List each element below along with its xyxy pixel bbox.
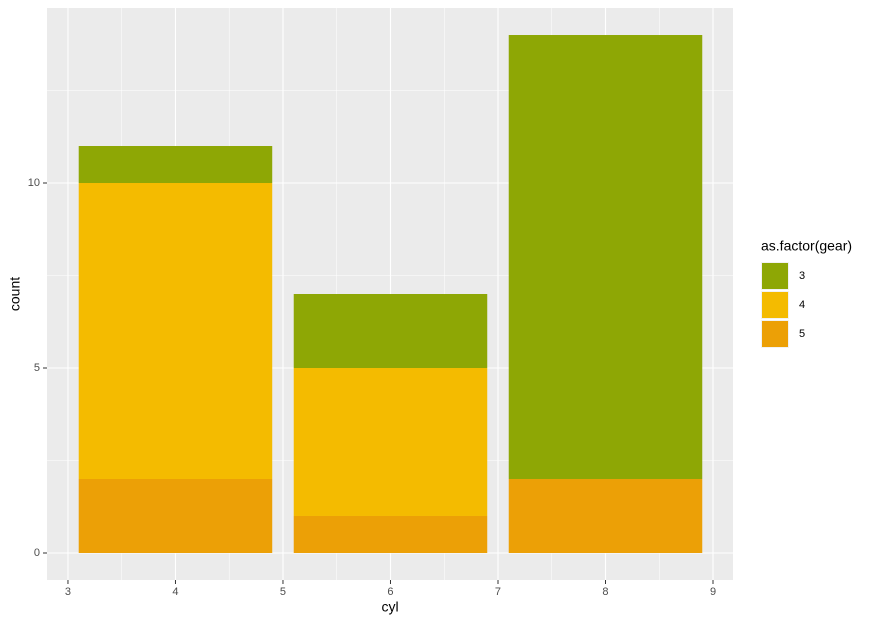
legend-label: 4 — [799, 299, 805, 311]
x-tick-label: 9 — [710, 586, 716, 598]
x-axis-label: cyl — [381, 599, 398, 615]
legend-title: as.factor(gear) — [761, 238, 852, 254]
bar-segment — [293, 294, 488, 368]
y-tick-label: 10 — [28, 177, 40, 189]
bar-segment — [78, 146, 273, 184]
bar-segment — [508, 478, 703, 553]
y-tick-label: 5 — [34, 362, 40, 374]
x-tick-label: 3 — [65, 586, 71, 598]
bar-segment — [78, 183, 273, 479]
bar-segment — [293, 515, 488, 553]
y-tick-label: 0 — [34, 547, 40, 559]
bar-segment — [78, 478, 273, 553]
legend-key — [762, 263, 788, 289]
legend-key — [762, 292, 788, 318]
legend-label: 5 — [799, 328, 805, 340]
legend-label: 3 — [799, 270, 805, 282]
y-axis-label: count — [7, 277, 23, 311]
x-tick-label: 6 — [387, 586, 393, 598]
legend: as.factor(gear) 3 4 5 — [761, 238, 852, 348]
bar-segment — [293, 367, 488, 516]
x-tick-label: 7 — [495, 586, 501, 598]
bars — [78, 35, 703, 553]
x-tick-label: 4 — [172, 586, 178, 598]
axes: 3 4 5 6 7 8 9 0 5 10 — [28, 177, 716, 598]
x-tick-label: 5 — [280, 586, 286, 598]
bar-segment — [508, 35, 703, 479]
legend-key — [762, 321, 788, 347]
x-tick-label: 8 — [602, 586, 608, 598]
